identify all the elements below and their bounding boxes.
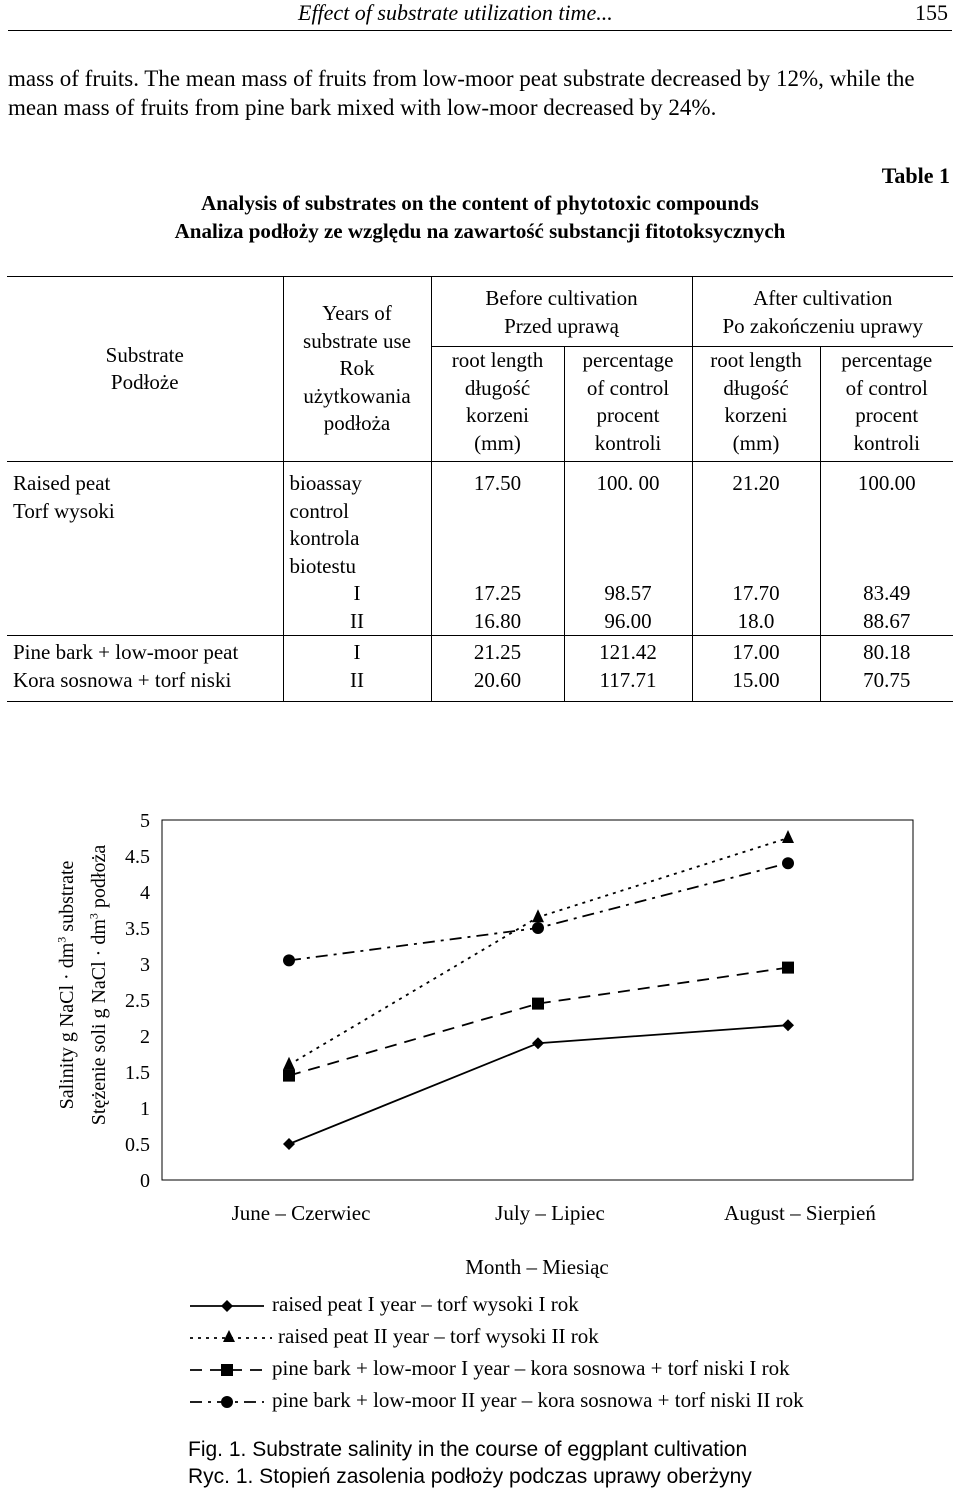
legend-swatch-square <box>190 1364 264 1376</box>
data-point-diamond <box>532 1037 544 1050</box>
header-before-root: root length długość korzeni (mm) <box>430 346 564 462</box>
table-row: Raised peat Torf wysoki bioassay control ko… <box>7 461 953 580</box>
header-after: After cultivation Po zakończeniu uprawy <box>691 276 953 347</box>
y-tick-label: 0 <box>140 1170 150 1192</box>
x-tick-label: July – Lipiec <box>495 1201 605 1225</box>
figure-caption-en: Fig. 1. Substrate salinity in the course… <box>188 1438 748 1461</box>
y-tick-label: 3.5 <box>125 918 150 940</box>
data-point-diamond <box>283 1138 295 1150</box>
table-row: I II 17.25 16.80 98.57 96.00 17.70 18.0 83.4… <box>7 580 953 636</box>
substrate-table: Substrate Podłoże Years of substrate use Ro… <box>7 276 953 702</box>
data-point-square <box>782 961 794 974</box>
series-line <box>288 966 789 1077</box>
legend-swatch-diamond <box>190 1300 264 1312</box>
page-header: Effect of substrate utilization time... … <box>8 0 952 31</box>
table-label: Table 1 <box>881 163 950 188</box>
legend-swatch-circle <box>190 1396 264 1408</box>
y-tick-label: 5 <box>140 810 150 832</box>
header-before-pct: percentage of control procent kontroli <box>563 346 692 462</box>
header-substrate: Substrate Podłoże <box>7 276 283 462</box>
figure-caption-pl: Ryc. 1. Stopień zasolenia podłoży podcza… <box>188 1465 752 1488</box>
body-paragraph: mass of fruits. The mean mass of fruits … <box>8 66 915 120</box>
y-tick-label: 1 <box>140 1098 150 1120</box>
header-after-root: root length długość korzeni (mm) <box>691 346 820 462</box>
data-point-square <box>532 997 544 1010</box>
y-tick-label: 4 <box>140 882 150 904</box>
data-point-triangle <box>532 909 544 923</box>
x-tick-label: August – Sierpień <box>724 1201 876 1225</box>
y-tick-label: 2 <box>140 1026 150 1048</box>
data-point-circle <box>782 857 794 870</box>
header-years: Years of substrate use Rok użytkowania podło… <box>282 276 431 462</box>
y-tick-label: 1.5 <box>125 1062 150 1084</box>
y-tick-label: 3 <box>140 954 150 976</box>
data-point-circle <box>532 922 544 934</box>
table-caption-en: Analysis of substrates on the content of… <box>201 191 759 215</box>
y-tick-label: 0.5 <box>125 1134 150 1156</box>
page-number: 155 <box>915 0 948 25</box>
y-tick-label: 2.5 <box>125 990 150 1012</box>
data-point-square <box>283 1069 295 1082</box>
data-point-triangle <box>283 1056 295 1070</box>
header-before: Before cultivation Przed uprawą <box>430 276 692 347</box>
y-tick-label: 4.5 <box>125 846 150 868</box>
data-point-circle <box>283 954 295 967</box>
x-axis-label: Month – Miesiąc <box>465 1255 608 1279</box>
table-caption-pl: Analiza podłoży ze względu na zawartość … <box>174 219 786 243</box>
plot-frame <box>161 819 914 1181</box>
data-point-diamond <box>782 1019 794 1032</box>
header-after-pct: percentage of control procent kontroli <box>819 346 953 462</box>
x-tick-label: June – Czerwiec <box>232 1201 371 1225</box>
data-point-triangle <box>782 830 794 843</box>
legend-swatch-triangle <box>190 1330 272 1342</box>
table-row: Pine bark + low-moor peat Kora sosnowa + … <box>7 635 953 702</box>
running-title: Effect of substrate utilization time... <box>298 0 613 25</box>
salinity-chart: 0 0.5 1 1.5 2 2.5 3 3.5 4 4.5 5 June – Czerwiec July… <box>125 810 914 1279</box>
